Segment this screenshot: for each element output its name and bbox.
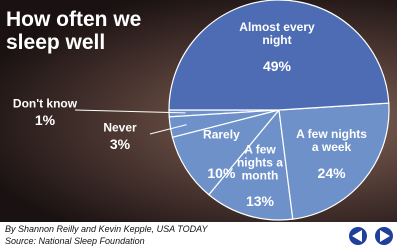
slice-label: Don't know — [0, 98, 90, 111]
slice-label: Never — [75, 122, 165, 135]
value-label: 1% — [35, 112, 55, 128]
value-label: 3% — [110, 136, 130, 152]
value-label: 49% — [263, 58, 291, 74]
slice-label: Almost every night — [238, 21, 316, 47]
pie-slice — [279, 103, 389, 219]
slice-label: A few nights a month — [234, 144, 286, 183]
slice-label: A few nights a week — [293, 128, 371, 154]
chart-title: How often we sleep well — [6, 8, 156, 54]
byline: By Shannon Reilly and Kevin Kepple, USA … — [5, 224, 207, 234]
source: Source: National Sleep Foundation — [5, 236, 145, 246]
value-label: 10% — [207, 165, 235, 181]
pie-slice — [169, 0, 389, 110]
slice-label: Rarely — [195, 128, 247, 141]
value-label: 24% — [318, 165, 346, 181]
snapshot: How often we sleep well By Shannon Reill… — [0, 0, 397, 248]
value-label: 13% — [246, 193, 274, 209]
